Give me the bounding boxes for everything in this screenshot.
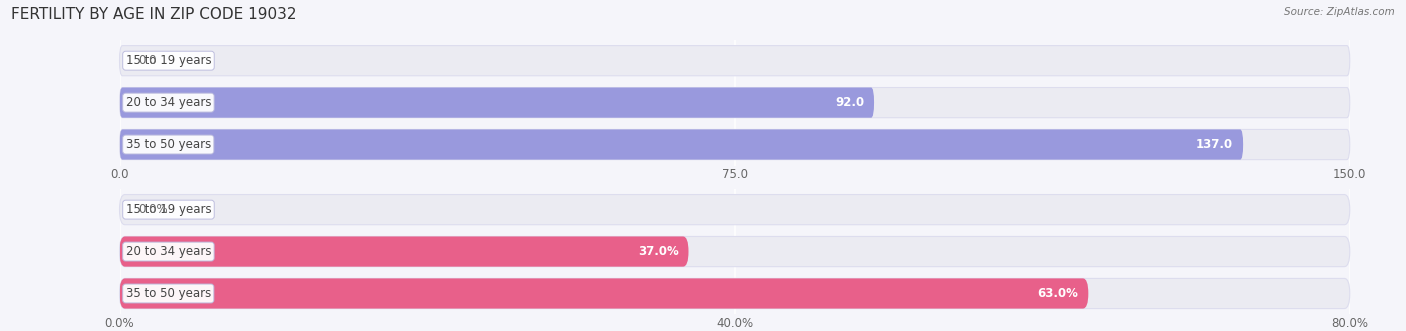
Text: 15 to 19 years: 15 to 19 years — [125, 203, 211, 216]
Text: Source: ZipAtlas.com: Source: ZipAtlas.com — [1284, 7, 1395, 17]
FancyBboxPatch shape — [120, 236, 689, 267]
FancyBboxPatch shape — [120, 46, 1350, 76]
FancyBboxPatch shape — [120, 87, 875, 118]
FancyBboxPatch shape — [120, 195, 1350, 225]
Text: 35 to 50 years: 35 to 50 years — [125, 287, 211, 300]
Text: 35 to 50 years: 35 to 50 years — [125, 138, 211, 151]
Text: 37.0%: 37.0% — [638, 245, 679, 258]
Text: 20 to 34 years: 20 to 34 years — [125, 96, 211, 109]
FancyBboxPatch shape — [120, 87, 1350, 118]
Text: 0.0%: 0.0% — [138, 203, 167, 216]
FancyBboxPatch shape — [120, 278, 1088, 308]
Text: 92.0: 92.0 — [835, 96, 865, 109]
FancyBboxPatch shape — [120, 236, 1350, 267]
FancyBboxPatch shape — [120, 129, 1350, 160]
FancyBboxPatch shape — [120, 129, 1243, 160]
Text: FERTILITY BY AGE IN ZIP CODE 19032: FERTILITY BY AGE IN ZIP CODE 19032 — [11, 7, 297, 22]
Text: 0.0: 0.0 — [138, 54, 156, 67]
Text: 20 to 34 years: 20 to 34 years — [125, 245, 211, 258]
Text: 15 to 19 years: 15 to 19 years — [125, 54, 211, 67]
FancyBboxPatch shape — [120, 278, 1350, 308]
Text: 63.0%: 63.0% — [1038, 287, 1078, 300]
Text: 137.0: 137.0 — [1197, 138, 1233, 151]
